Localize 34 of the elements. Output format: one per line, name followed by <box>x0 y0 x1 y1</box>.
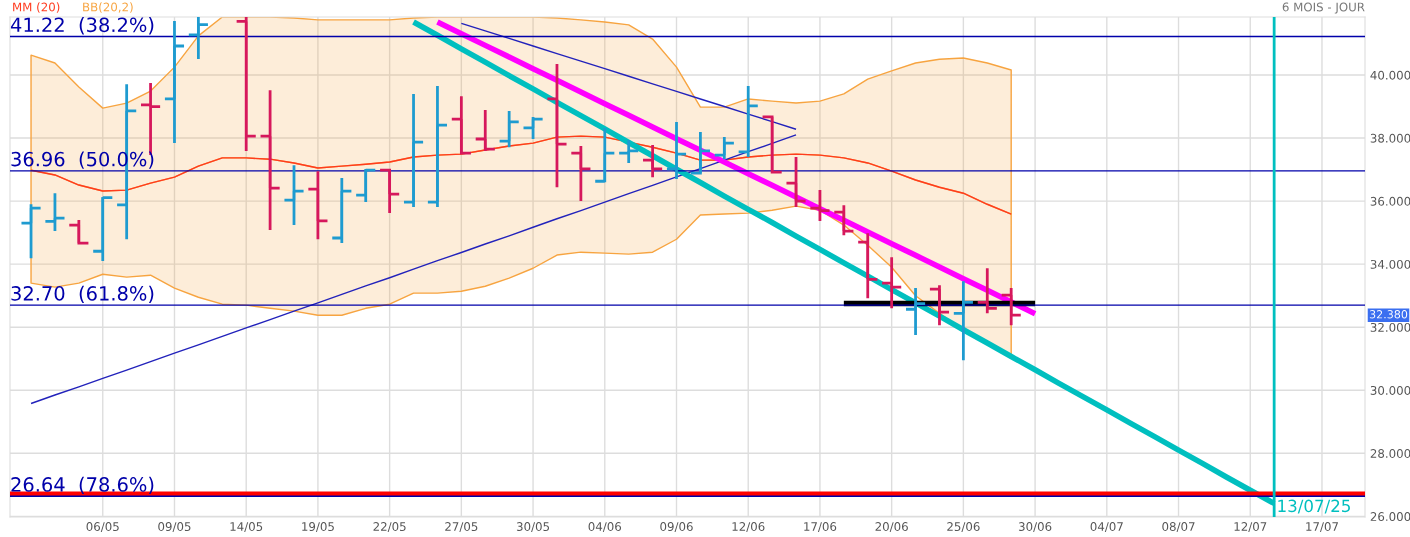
x-tick-label: 14/05 <box>230 522 263 532</box>
annotation: 13/07/25 <box>1278 499 1350 514</box>
x-tick-label: 04/07 <box>1090 522 1123 532</box>
ref-line-label: 32.70 (61.8%) <box>11 285 154 304</box>
y-tick-label: 38.000 <box>1370 133 1410 143</box>
y-tick-label: 36.000 <box>1370 196 1410 206</box>
x-tick-label: 09/05 <box>158 522 191 532</box>
x-tick-label: 12/06 <box>732 522 765 532</box>
y-tick-label: 40.000 <box>1370 70 1410 80</box>
x-tick-label: 09/06 <box>660 522 693 532</box>
y-tick-label: 28.000 <box>1370 449 1410 458</box>
ref-line-label: 26.64 (78.6%) <box>11 476 154 495</box>
x-tick-label: 17/06 <box>804 522 837 532</box>
x-tick-label: 12/07 <box>1234 522 1267 532</box>
y-tick-label: 30.000 <box>1370 385 1410 395</box>
x-tick-label: 04/06 <box>588 522 622 532</box>
text: MM (20) <box>13 2 60 13</box>
x-tick-label: 20/06 <box>875 522 908 532</box>
x-tick-label: 25/06 <box>947 522 980 532</box>
y-tick-label: 34.000 <box>1370 259 1410 269</box>
x-tick-label: 17/07 <box>1306 522 1338 532</box>
ref-line-label: 41.22 (38.2%) <box>10 17 154 35</box>
x-tick-label: 30/06 <box>1018 522 1052 532</box>
y-tick-label: 26.000 <box>1370 512 1410 522</box>
text: 6 MOIS - JOUR <box>1282 2 1365 14</box>
y-tick-label: 32.000 <box>1370 322 1410 332</box>
x-tick-label: 06/05 <box>86 522 119 532</box>
x-tick-label: 27/05 <box>445 522 478 532</box>
x-tick-label: 19/05 <box>302 522 334 532</box>
x-tick-label: 22/05 <box>373 522 406 532</box>
x-tick-label: 08/07 <box>1162 522 1195 532</box>
text: BB(20,2) <box>83 2 133 13</box>
text: 32.380 <box>1369 310 1408 319</box>
x-tick-label: 30/05 <box>516 522 550 532</box>
